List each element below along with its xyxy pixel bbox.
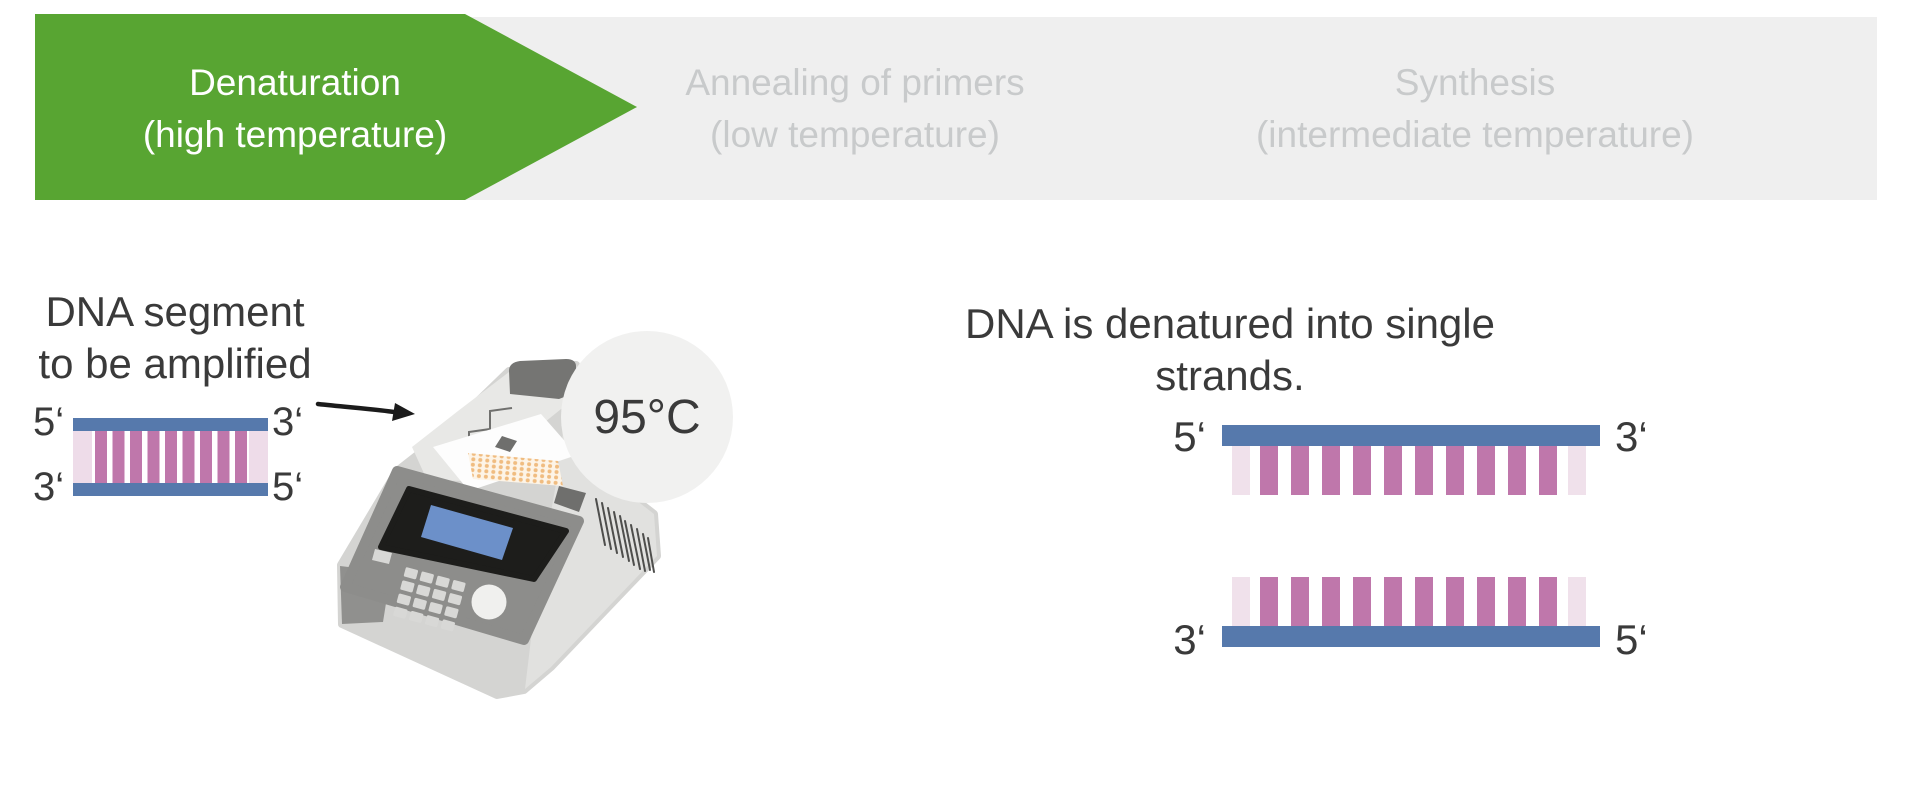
strand-end-label: 3‘ bbox=[272, 400, 304, 444]
active-step-arrow bbox=[35, 14, 637, 200]
tab-synthesis[interactable]: Synthesis (intermediate temperature) bbox=[1250, 17, 1700, 200]
tab-subtitle: (high temperature) bbox=[142, 113, 448, 155]
strand-end-label: 3‘ bbox=[33, 465, 65, 509]
single-strand-top-bases bbox=[1222, 446, 1600, 495]
denatured-caption: DNA is denatured into single strands. bbox=[965, 300, 1495, 399]
single-strand-bottom-bases bbox=[1222, 577, 1600, 626]
well-plate bbox=[468, 453, 563, 486]
thermocycler-illustration bbox=[337, 359, 661, 699]
caption-line: DNA segment bbox=[45, 288, 305, 335]
tab-title: Annealing of primers bbox=[685, 61, 1025, 103]
tab-title: Synthesis bbox=[1394, 61, 1556, 103]
strand-end-label: 3‘ bbox=[1615, 413, 1648, 460]
tray-latch-right bbox=[554, 486, 586, 512]
keypad bbox=[393, 567, 466, 632]
strand-end-label: 5‘ bbox=[1615, 616, 1648, 663]
caption-line: to be amplified bbox=[38, 340, 312, 387]
strand-end-label: 3‘ bbox=[1173, 616, 1206, 663]
tab-denaturation[interactable]: Denaturation (high temperature) bbox=[60, 17, 530, 200]
dna-double-strand bbox=[73, 418, 268, 496]
strand-end-label: 5‘ bbox=[1173, 413, 1206, 460]
display-screen bbox=[421, 505, 513, 560]
sample-tray bbox=[433, 414, 577, 491]
tab-annealing[interactable]: Annealing of primers (low temperature) bbox=[650, 17, 1060, 200]
pointer-arrow-icon bbox=[315, 401, 415, 421]
tab-title: Denaturation bbox=[189, 61, 401, 103]
dna-backbone-top bbox=[73, 418, 268, 431]
control-knob bbox=[471, 584, 507, 620]
strand-end-label: 5‘ bbox=[272, 465, 304, 509]
single-strand-top-backbone bbox=[1222, 425, 1600, 446]
function-key bbox=[372, 549, 392, 564]
tab-subtitle: (intermediate temperature) bbox=[1255, 113, 1695, 155]
machine-body-right-face bbox=[525, 365, 657, 689]
single-strand-bottom-backbone bbox=[1222, 626, 1600, 647]
strand-end-label: 5‘ bbox=[33, 400, 65, 444]
tab-subtitle: (low temperature) bbox=[710, 113, 1000, 155]
temperature-value: 95°C bbox=[593, 390, 701, 444]
dna-base-pairs bbox=[73, 431, 268, 483]
dna-segment-caption: DNA segment to be amplified bbox=[20, 286, 330, 390]
vent-grill bbox=[595, 498, 655, 573]
tray-latch-left bbox=[495, 436, 517, 452]
machine-lid bbox=[509, 359, 577, 399]
temperature-badge: 95°C bbox=[561, 331, 733, 503]
dna-backbone-bottom bbox=[73, 483, 268, 496]
